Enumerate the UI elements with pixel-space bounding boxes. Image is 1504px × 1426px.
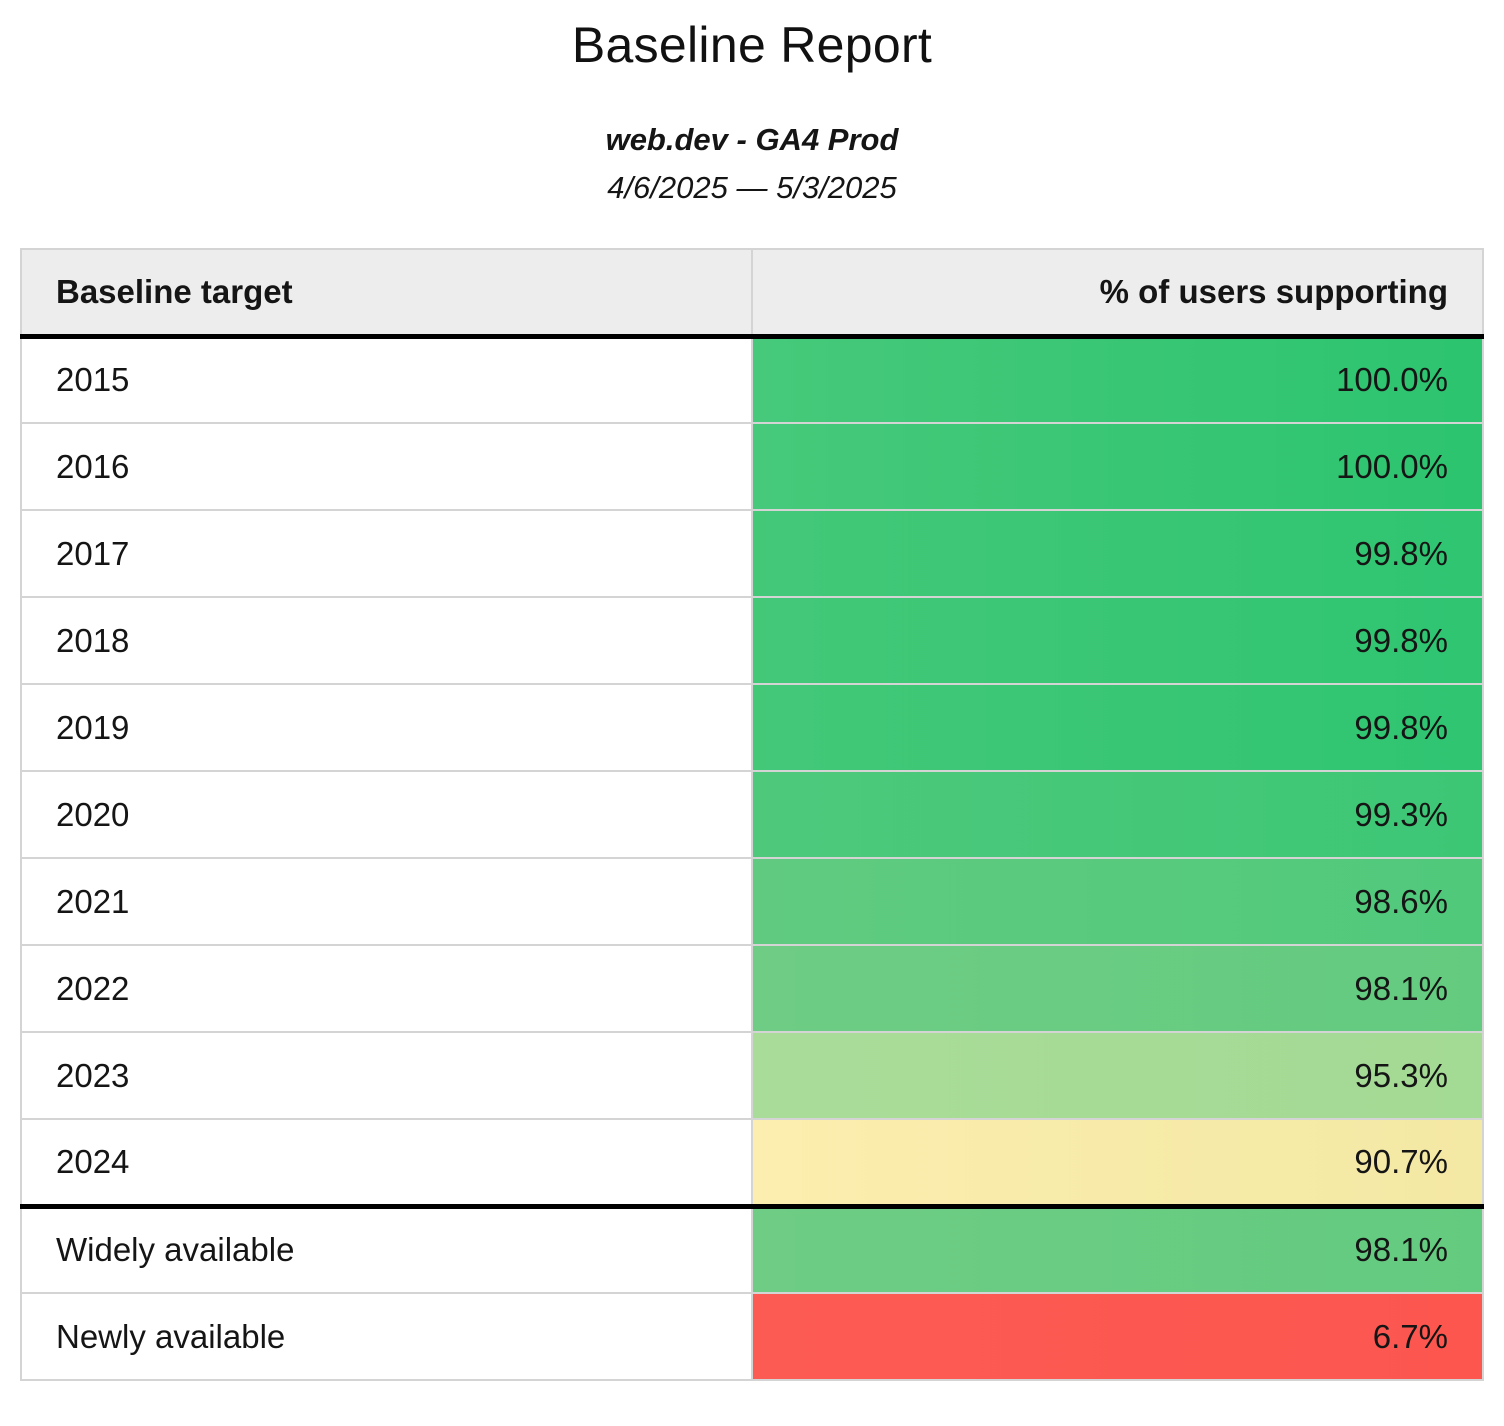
percent-value-cell: 100.0% — [751, 422, 1484, 511]
baseline-target-cell: 2018 — [20, 596, 753, 685]
percent-value-cell: 98.1% — [751, 944, 1484, 1033]
report-date-range: 4/6/2025 — 5/3/2025 — [607, 170, 897, 205]
percent-value-cell: 99.8% — [751, 596, 1484, 685]
baseline-target-cell: 2015 — [20, 335, 753, 424]
baseline-target-cell: Newly available — [20, 1292, 753, 1381]
baseline-target-cell: 2023 — [20, 1031, 753, 1120]
baseline-target-cell: 2019 — [20, 683, 753, 772]
percent-value-cell: 100.0% — [751, 335, 1484, 424]
table-row: 2024 90.7% — [20, 1118, 1484, 1209]
table-row: Widely available 98.1% — [20, 1205, 1484, 1294]
percent-value-cell: 95.3% — [751, 1031, 1484, 1120]
percent-value-cell: 90.7% — [751, 1118, 1484, 1209]
table-row: 2021 98.6% — [20, 857, 1484, 946]
report-subtitle: web.dev - GA4 Prod — [605, 122, 899, 157]
table-row: Newly available 6.7% — [20, 1292, 1484, 1381]
percent-value-cell: 98.1% — [751, 1205, 1484, 1294]
report-header: Baseline Report web.dev - GA4 Prod 4/6/2… — [0, 0, 1504, 206]
table-header-row: Baseline target % of users supporting — [20, 248, 1484, 339]
table-row: 2020 99.3% — [20, 770, 1484, 859]
table-row: 2015 100.0% — [20, 335, 1484, 424]
column-header-baseline-target: Baseline target — [20, 248, 753, 339]
table-row: 2022 98.1% — [20, 944, 1484, 1033]
table-row: 2016 100.0% — [20, 422, 1484, 511]
column-header-percent-users: % of users supporting — [751, 248, 1484, 339]
table-row: 2023 95.3% — [20, 1031, 1484, 1120]
baseline-target-cell: 2022 — [20, 944, 753, 1033]
baseline-target-cell: 2017 — [20, 509, 753, 598]
baseline-target-cell: 2021 — [20, 857, 753, 946]
table-row: 2019 99.8% — [20, 683, 1484, 772]
table-body: 2015 100.0% 2016 100.0% 2017 99.8% 2018 … — [20, 335, 1484, 1381]
percent-value-cell: 99.3% — [751, 770, 1484, 859]
table-row: 2017 99.8% — [20, 509, 1484, 598]
baseline-target-cell: 2020 — [20, 770, 753, 859]
table-row: 2018 99.8% — [20, 596, 1484, 685]
table-header: Baseline target % of users supporting — [20, 248, 1484, 339]
percent-value-cell: 99.8% — [751, 683, 1484, 772]
percent-value-cell: 6.7% — [751, 1292, 1484, 1381]
percent-value-cell: 99.8% — [751, 509, 1484, 598]
baseline-table: Baseline target % of users supporting 20… — [20, 248, 1484, 1381]
percent-value-cell: 98.6% — [751, 857, 1484, 946]
page-title: Baseline Report — [571, 17, 933, 73]
baseline-target-cell: Widely available — [20, 1205, 753, 1294]
baseline-target-cell: 2016 — [20, 422, 753, 511]
baseline-target-cell: 2024 — [20, 1118, 753, 1209]
